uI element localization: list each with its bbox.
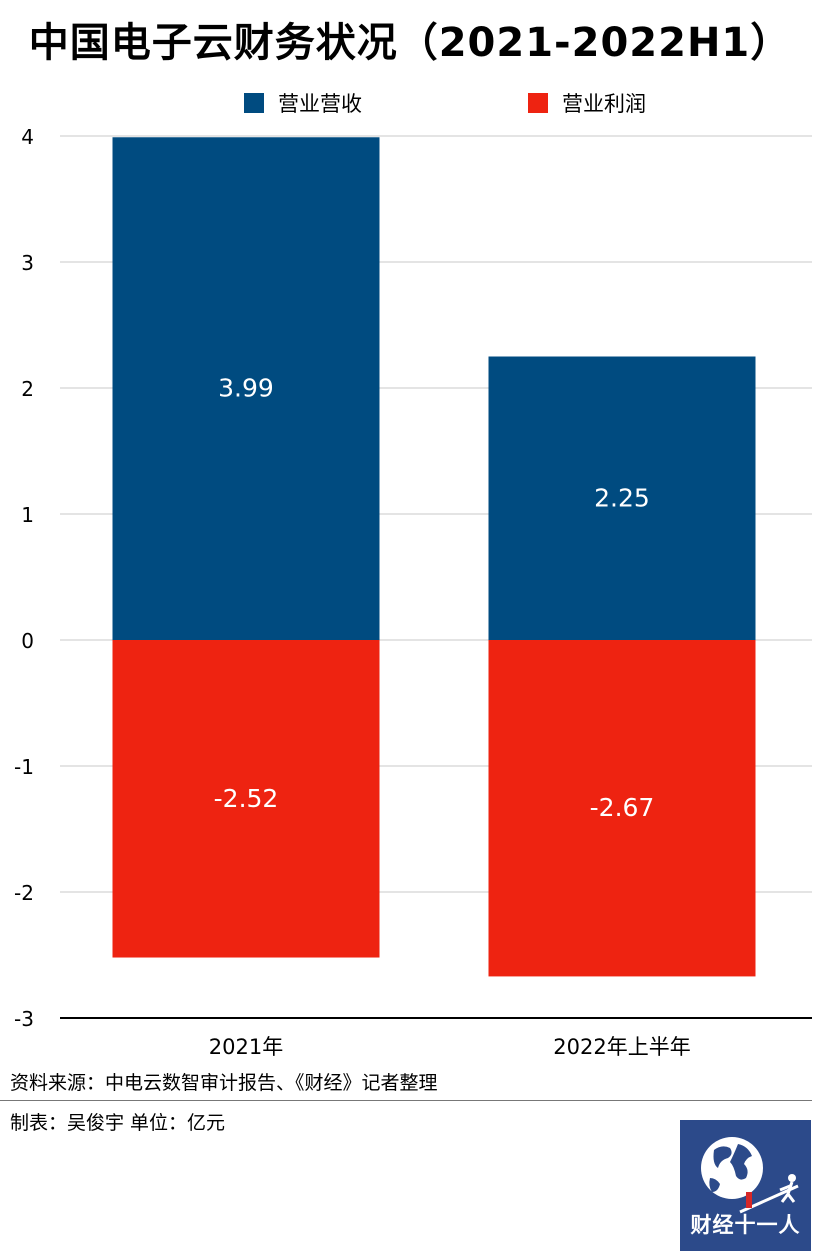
data-label: 3.99	[218, 374, 274, 403]
x-tick-label: 2022年上半年	[553, 1035, 690, 1059]
y-tick-label: 4	[21, 125, 34, 149]
data-label: -2.67	[590, 793, 655, 822]
y-tick-label: 2	[21, 377, 34, 401]
footer-divider	[0, 1100, 812, 1101]
legend-swatch-profit	[528, 93, 548, 113]
legend-item-profit: 营业利润	[528, 88, 646, 118]
legend-item-revenue: 营业营收	[244, 88, 362, 118]
legend-label-profit: 营业利润	[562, 92, 646, 116]
bar-profit	[112, 640, 380, 958]
y-tick-label: -1	[14, 755, 34, 779]
legend: 营业营收 营业利润	[0, 88, 820, 118]
y-tick-label: -3	[14, 1007, 34, 1031]
source-note: 资料来源：中电云数智审计报告、《财经》记者整理	[10, 1072, 438, 1094]
logo-text: 财经十一人	[690, 1213, 801, 1237]
legend-label-revenue: 营业营收	[278, 92, 362, 116]
y-tick-label: 1	[21, 503, 34, 527]
y-tick-label: 0	[21, 629, 34, 653]
data-label: 2.25	[594, 483, 650, 512]
brand-logo: 财经十一人	[680, 1120, 811, 1251]
y-tick-label: 3	[21, 251, 34, 275]
bar-revenue	[112, 137, 380, 640]
bar-chart: 4 3 2 1 0 -1 -2 -3 3.99 -2.52 2021年 2.25 -2.67 2022年上…	[14, 125, 812, 1059]
x-tick-label: 2021年	[209, 1035, 283, 1059]
data-label: -2.52	[214, 784, 279, 813]
bar-profit	[488, 640, 756, 977]
credit-note: 制表：吴俊宇 单位：亿元	[10, 1112, 226, 1134]
legend-swatch-revenue	[244, 93, 264, 113]
globe-icon	[701, 1137, 799, 1214]
bar-revenue	[488, 356, 756, 640]
chart-title: 中国电子云财务状况（2021-2022H1）	[28, 20, 792, 66]
y-tick-label: -2	[14, 881, 34, 905]
